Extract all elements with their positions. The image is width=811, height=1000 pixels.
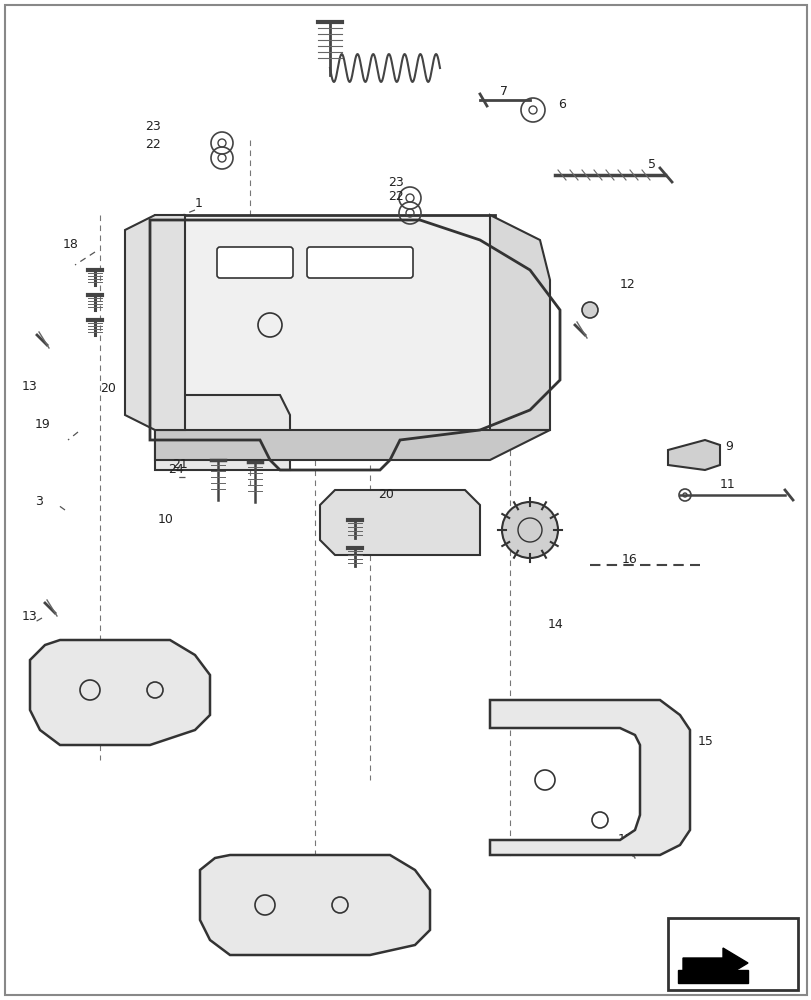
Text: 9: 9 [724, 440, 732, 453]
Text: 23: 23 [145, 120, 161, 133]
Polygon shape [30, 640, 210, 745]
Polygon shape [667, 440, 719, 470]
Text: 19: 19 [35, 418, 50, 431]
FancyBboxPatch shape [217, 247, 293, 278]
Polygon shape [155, 430, 549, 460]
Polygon shape [155, 395, 290, 470]
FancyBboxPatch shape [307, 247, 413, 278]
Text: 3: 3 [35, 495, 43, 508]
Text: 7: 7 [500, 85, 508, 98]
Text: 14: 14 [547, 618, 563, 631]
Text: 2: 2 [90, 650, 98, 663]
Text: 2: 2 [380, 870, 388, 883]
Text: 12: 12 [620, 278, 635, 291]
Text: 21: 21 [172, 458, 187, 471]
Polygon shape [682, 948, 747, 978]
Bar [667, 918, 797, 990]
Circle shape [501, 502, 557, 558]
Text: 13: 13 [22, 610, 37, 623]
Polygon shape [489, 215, 549, 430]
Text: 6: 6 [557, 98, 565, 111]
Polygon shape [489, 700, 689, 855]
Text: 13: 13 [22, 380, 37, 393]
Polygon shape [125, 215, 185, 430]
Polygon shape [320, 490, 479, 555]
Text: 23: 23 [388, 176, 403, 189]
Text: 18: 18 [63, 238, 79, 251]
FancyBboxPatch shape [155, 215, 495, 430]
Text: 17: 17 [617, 833, 633, 846]
Text: 20: 20 [100, 381, 116, 394]
Text: 16: 16 [621, 553, 637, 566]
Text: 24: 24 [168, 463, 183, 476]
Text: 10: 10 [158, 513, 174, 526]
Text: 11: 11 [719, 478, 735, 491]
Text: 22: 22 [388, 190, 403, 203]
Polygon shape [200, 855, 430, 955]
Polygon shape [677, 970, 747, 983]
Text: 5: 5 [647, 158, 655, 171]
Circle shape [581, 302, 597, 318]
Text: 22: 22 [145, 138, 161, 151]
Text: 15: 15 [697, 735, 713, 748]
Text: 20: 20 [378, 488, 393, 501]
Text: 1: 1 [195, 197, 203, 210]
